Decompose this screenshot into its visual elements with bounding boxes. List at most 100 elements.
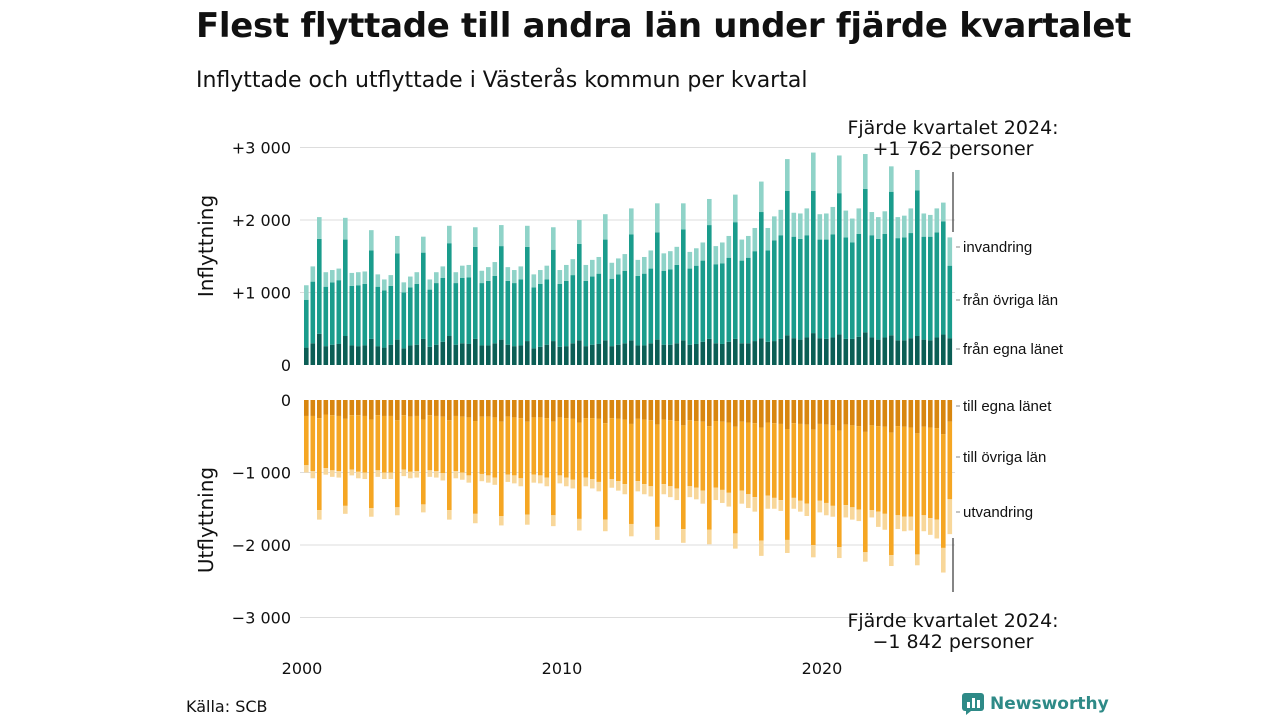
bar-inflow <box>752 227 758 252</box>
bar-inflow <box>395 253 400 340</box>
bar-outflow <box>947 499 953 535</box>
bar-outflow <box>856 426 862 510</box>
bar-outflow <box>895 515 901 530</box>
bar-outflow <box>908 400 914 428</box>
bar-outflow <box>447 510 452 520</box>
bar-outflow <box>505 400 511 417</box>
bar-outflow <box>921 515 927 532</box>
bar-outflow <box>655 400 660 425</box>
bar-inflow <box>382 279 387 291</box>
bar-inflow <box>895 340 901 365</box>
bar-outflow <box>349 469 355 476</box>
bar-outflow <box>401 400 407 416</box>
bar-outflow <box>551 515 556 527</box>
bar-outflow <box>791 400 797 424</box>
legend-label-inflow: invandring <box>963 239 1032 256</box>
bar-outflow <box>772 423 777 498</box>
y-axis-label-outflow: Utflyttning <box>194 467 218 573</box>
bar-inflow <box>512 270 517 284</box>
bar-outflow <box>557 475 563 484</box>
bar-outflow <box>609 479 615 488</box>
bar-inflow <box>837 155 842 194</box>
bar-outflow <box>778 400 784 424</box>
bar-outflow <box>551 421 556 516</box>
y-tick-label: −3 000 <box>232 609 291 628</box>
source-note: Källa: SCB <box>186 697 268 716</box>
bar-inflow <box>531 287 537 349</box>
bar-outflow <box>655 526 660 540</box>
bar-inflow <box>882 211 888 234</box>
bar-outflow <box>382 472 387 480</box>
bar-outflow <box>629 423 634 524</box>
bar-inflow <box>349 285 355 346</box>
bar-inflow <box>336 280 342 344</box>
x-tick-label: 2000 <box>282 659 323 678</box>
bar-inflow <box>635 259 641 276</box>
bar-inflow <box>369 250 374 339</box>
bar-outflow <box>895 400 901 427</box>
bar-outflow <box>603 423 608 520</box>
bar-inflow <box>401 282 407 293</box>
bar-inflow <box>635 345 641 365</box>
bar-outflow <box>408 400 413 417</box>
bar-outflow <box>590 418 595 480</box>
bar-inflow <box>772 216 777 241</box>
bar-inflow <box>934 208 940 233</box>
bar-inflow <box>908 208 914 234</box>
bar-outflow <box>466 400 472 418</box>
bar-outflow <box>512 400 517 418</box>
bar-inflow <box>538 270 543 284</box>
bar-inflow <box>499 225 504 247</box>
bar-inflow <box>642 256 647 274</box>
bar-inflow <box>830 206 836 235</box>
bar-outflow <box>661 484 667 495</box>
bar-inflow <box>505 344 511 365</box>
legend-label-inflow: från egna länet <box>963 341 1064 358</box>
bar-inflow <box>570 259 576 276</box>
bar-inflow <box>544 279 550 345</box>
bar-inflow <box>557 283 563 347</box>
bar-inflow <box>869 212 875 236</box>
bar-inflow <box>512 346 517 365</box>
bar-outflow <box>746 400 751 423</box>
bar-inflow <box>525 246 530 342</box>
bar-inflow <box>746 235 751 258</box>
bar-outflow <box>596 418 602 482</box>
bar-outflow <box>720 400 725 422</box>
bar-outflow <box>369 400 374 420</box>
bar-outflow <box>765 422 771 496</box>
bar-inflow <box>447 336 452 365</box>
bar-outflow <box>746 494 751 509</box>
bar-outflow <box>518 400 524 419</box>
bar-inflow <box>356 285 361 347</box>
bar-outflow <box>921 400 927 427</box>
bar-outflow <box>811 545 816 558</box>
bar-outflow <box>798 400 803 424</box>
bar-inflow <box>882 233 888 338</box>
bar-inflow <box>629 234 634 341</box>
bar-outflow <box>531 417 537 475</box>
bar-outflow <box>538 475 543 484</box>
bar-outflow <box>752 497 758 512</box>
bar-inflow <box>622 254 628 271</box>
bar-outflow <box>785 400 790 429</box>
bar-inflow <box>752 251 758 342</box>
bar-outflow <box>687 420 693 487</box>
bar-outflow <box>421 419 426 505</box>
bar-inflow <box>746 343 751 365</box>
bar-inflow <box>388 344 394 365</box>
bar-outflow <box>310 471 316 479</box>
bar-inflow <box>388 275 394 286</box>
bar-inflow <box>843 210 849 238</box>
bar-inflow <box>395 235 400 254</box>
bar-outflow <box>934 519 940 539</box>
bar-inflow <box>369 230 374 251</box>
bar-outflow <box>577 422 582 519</box>
bar-outflow <box>668 420 673 487</box>
bar-outflow <box>843 424 849 506</box>
bar-outflow <box>804 424 810 504</box>
bar-inflow <box>577 340 582 365</box>
bar-outflow <box>811 400 816 430</box>
bar-outflow <box>499 400 504 422</box>
bar-outflow <box>304 415 309 466</box>
